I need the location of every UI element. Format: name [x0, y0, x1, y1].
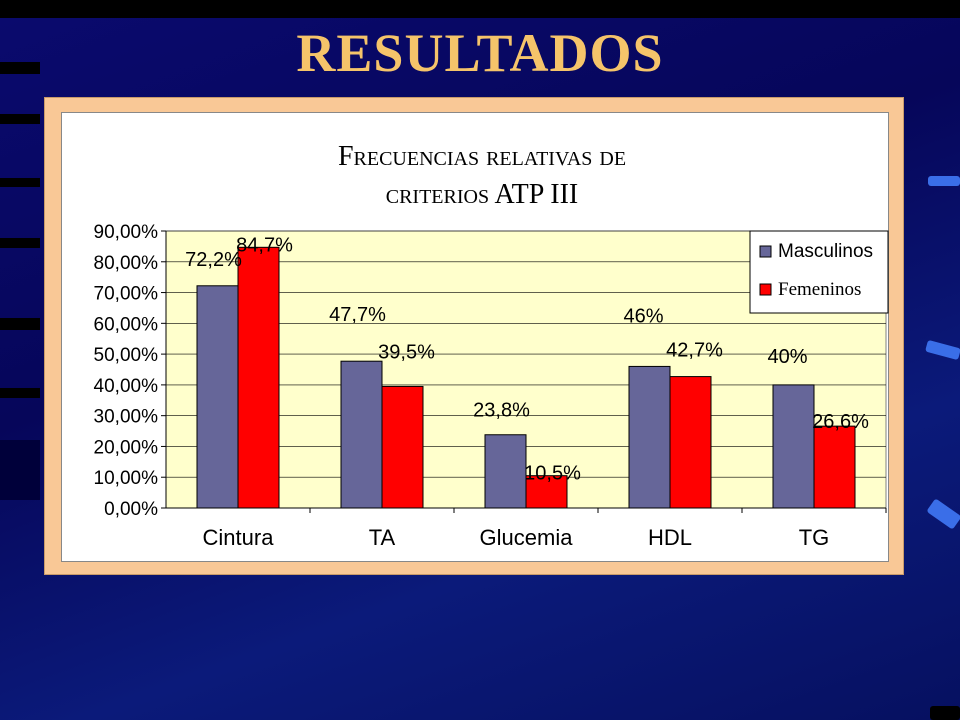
bar-masculinos	[772, 384, 815, 509]
data-label: 84,7%	[236, 234, 293, 256]
bar-masculinos	[340, 360, 383, 509]
data-label: 47,7%	[329, 304, 386, 326]
legend: Masculinos Femeninos	[749, 230, 889, 314]
legend-swatch	[759, 283, 772, 296]
y-tick-label: 80,00%	[94, 253, 159, 274]
chart-frame: Frecuencias relativas de criterios ATP I…	[44, 97, 904, 575]
legend-label: Femeninos	[778, 279, 861, 300]
data-label: 23,8%	[473, 400, 530, 422]
bar-femeninos	[237, 246, 280, 509]
background-accent	[928, 176, 960, 186]
y-tick-label: 20,00%	[94, 437, 159, 458]
y-tick-label: 0,00%	[104, 499, 158, 520]
background-accent	[926, 498, 960, 530]
data-label: 46%	[623, 305, 663, 327]
y-tick-label: 50,00%	[94, 345, 159, 366]
data-label: 40%	[767, 346, 807, 368]
y-tick-label: 30,00%	[94, 407, 159, 428]
chart-title-line1: Frecuencias relativas de	[338, 141, 626, 172]
bar-femeninos	[669, 376, 712, 509]
background-stripe	[0, 114, 40, 124]
background-accent	[930, 706, 960, 720]
chart-title-line2: criterios ATP III	[386, 179, 579, 210]
bar-masculinos	[628, 365, 671, 509]
background-stripe	[0, 440, 40, 500]
y-tick-label: 60,00%	[94, 314, 159, 335]
bar-chart: Frecuencias relativas de criterios ATP I…	[94, 141, 889, 550]
y-tick-label: 40,00%	[94, 376, 159, 397]
bar-masculinos	[196, 285, 239, 509]
x-tick-label: Glucemia	[480, 525, 574, 550]
chart-area: Frecuencias relativas de criterios ATP I…	[61, 112, 889, 562]
bar-femeninos	[813, 425, 856, 509]
legend-label: Masculinos	[778, 241, 873, 262]
slide-title: RESULTADOS	[296, 23, 664, 83]
y-tick-label: 90,00%	[94, 222, 159, 243]
background-accent	[925, 339, 960, 361]
background-stripe	[0, 62, 40, 74]
data-label: 26,6%	[812, 411, 869, 433]
background-stripe	[0, 0, 960, 18]
y-axis-labels: 0,00% 10,00% 20,00% 30,00% 40,00% 50,00% 60,00…	[94, 222, 159, 520]
background-stripe	[0, 238, 40, 248]
x-tick-label: HDL	[648, 525, 692, 550]
data-labels: 72,2%84,7% 47,7% 39,5% 23,8% 10,5% 46%42,7% 40…	[185, 234, 869, 484]
data-label: 39,5%	[378, 341, 435, 363]
bars	[196, 246, 856, 509]
x-tick-label: TA	[369, 525, 396, 550]
y-tick-label: 10,00%	[94, 468, 159, 489]
x-axis-labels: Cintura TA Glucemia HDL TG	[203, 508, 887, 550]
legend-box	[749, 230, 889, 314]
data-label: 42,7%	[666, 340, 723, 362]
x-tick-label: TG	[799, 525, 830, 550]
legend-swatch	[759, 245, 772, 258]
y-tick-label: 70,00%	[94, 284, 159, 305]
data-label: 10,5%	[524, 463, 581, 485]
background-stripe	[0, 178, 40, 187]
x-tick-label: Cintura	[203, 525, 275, 550]
bar-masculinos	[484, 434, 527, 509]
background-stripe	[0, 318, 40, 330]
background-stripe	[0, 388, 40, 398]
data-label: 72,2%	[185, 249, 242, 271]
bar-femeninos	[525, 475, 568, 509]
bar-femeninos	[381, 385, 424, 509]
